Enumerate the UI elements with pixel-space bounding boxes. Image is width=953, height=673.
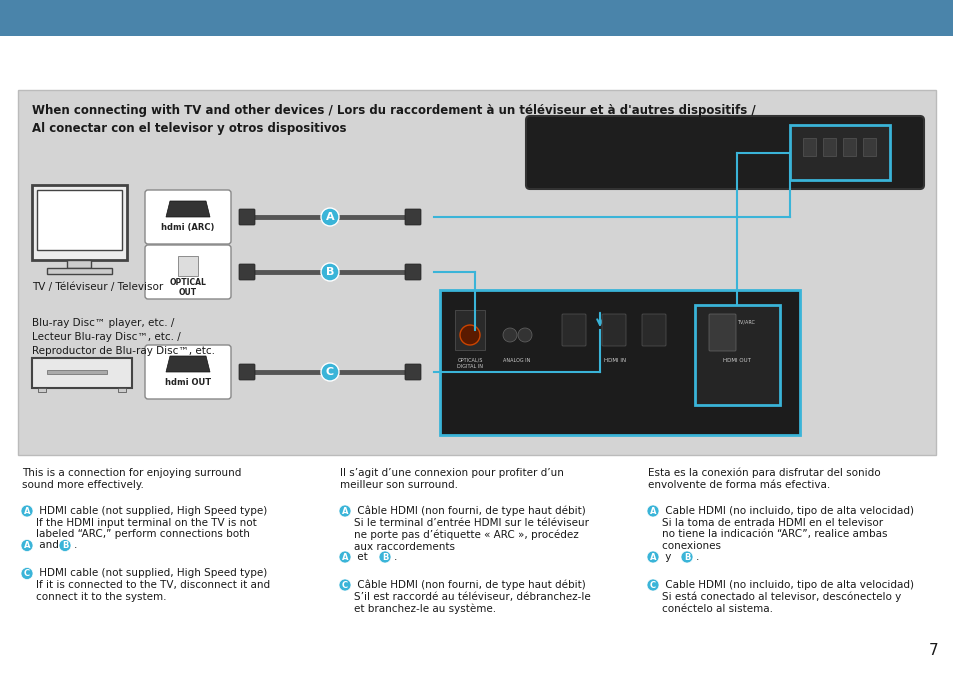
- Bar: [32, 358, 132, 388]
- Text: A: A: [341, 507, 348, 516]
- Text: y: y: [661, 552, 674, 562]
- Text: HDMI cable (not supplied, High Speed type)
If it is connected to the TV, disconn: HDMI cable (not supplied, High Speed typ…: [36, 569, 270, 602]
- Circle shape: [320, 363, 338, 381]
- Text: A: A: [24, 541, 30, 550]
- Text: .: .: [696, 552, 699, 562]
- Text: B: B: [381, 553, 388, 561]
- FancyBboxPatch shape: [405, 364, 420, 380]
- Bar: [789, 125, 889, 180]
- Text: C: C: [341, 581, 348, 590]
- Text: Câble HDMI (non fourni, de type haut débit)
S’il est raccordé au téléviseur, déb: Câble HDMI (non fourni, de type haut déb…: [354, 580, 590, 614]
- Text: C: C: [24, 569, 30, 578]
- FancyBboxPatch shape: [601, 314, 625, 346]
- Circle shape: [459, 325, 479, 345]
- Bar: [37, 190, 122, 250]
- FancyBboxPatch shape: [708, 314, 735, 351]
- Text: Câble HDMI (non fourni, de type haut débit)
Si le terminal d’entrée HDMI sur le : Câble HDMI (non fourni, de type haut déb…: [354, 506, 588, 552]
- Text: TV/ARC: TV/ARC: [737, 320, 754, 325]
- FancyBboxPatch shape: [239, 264, 254, 280]
- Text: and: and: [36, 540, 62, 551]
- FancyBboxPatch shape: [525, 116, 923, 189]
- Bar: [118, 388, 126, 392]
- Text: Reproductor de Blu-ray Disc™, etc.: Reproductor de Blu-ray Disc™, etc.: [32, 346, 214, 356]
- Bar: [18, 90, 935, 455]
- Bar: [842, 138, 855, 156]
- Text: 7: 7: [927, 643, 937, 658]
- Text: A: A: [325, 212, 334, 222]
- Bar: [67, 260, 91, 268]
- Circle shape: [646, 505, 659, 517]
- Text: ANALOG IN: ANALOG IN: [503, 358, 530, 363]
- Text: This is a connection for enjoying surround
sound more effectively.: This is a connection for enjoying surrou…: [22, 468, 241, 489]
- Bar: [0, 0, 953, 36]
- FancyBboxPatch shape: [145, 345, 231, 399]
- Text: HDMI IN: HDMI IN: [603, 358, 625, 363]
- Bar: [32, 185, 127, 260]
- Text: Il s’agit d’une connexion pour profiter d’un
meilleur son surround.: Il s’agit d’une connexion pour profiter …: [339, 468, 563, 489]
- Circle shape: [680, 551, 692, 563]
- Text: B: B: [62, 541, 68, 550]
- Circle shape: [338, 551, 351, 563]
- FancyBboxPatch shape: [641, 314, 665, 346]
- Text: C: C: [326, 367, 334, 377]
- Bar: [439, 290, 800, 435]
- Circle shape: [21, 505, 33, 517]
- Text: A: A: [24, 507, 30, 516]
- Text: B: B: [326, 267, 334, 277]
- Circle shape: [378, 551, 391, 563]
- Circle shape: [646, 579, 659, 591]
- Text: .: .: [394, 552, 397, 562]
- Text: .: .: [74, 540, 77, 551]
- Circle shape: [646, 551, 659, 563]
- Circle shape: [59, 540, 71, 551]
- FancyBboxPatch shape: [239, 209, 254, 225]
- Bar: [862, 138, 875, 156]
- Text: A: A: [649, 553, 656, 561]
- Text: OPTICAL/S
DIGITAL IN: OPTICAL/S DIGITAL IN: [456, 358, 482, 369]
- Text: hdmi OUT: hdmi OUT: [165, 378, 211, 387]
- Text: OPTICAL
OUT: OPTICAL OUT: [170, 278, 206, 297]
- FancyBboxPatch shape: [239, 364, 254, 380]
- Bar: [47, 370, 107, 374]
- Bar: [695, 305, 780, 405]
- Polygon shape: [166, 356, 210, 372]
- Circle shape: [338, 579, 351, 591]
- Bar: [822, 138, 835, 156]
- Text: A: A: [341, 553, 348, 561]
- Text: When connecting with TV and other devices / Lors du raccordement à un téléviseur: When connecting with TV and other device…: [32, 104, 755, 117]
- Bar: [47, 268, 112, 274]
- Text: Cable HDMI (no incluido, tipo de alta velocidad)
Si la toma de entrada HDMI en e: Cable HDMI (no incluido, tipo de alta ve…: [661, 506, 913, 551]
- Bar: [178, 256, 198, 276]
- Text: HDMI OUT: HDMI OUT: [722, 358, 750, 363]
- Text: Esta es la conexión para disfrutar del sonido
envolvente de forma más efectiva.: Esta es la conexión para disfrutar del s…: [647, 468, 880, 490]
- Circle shape: [320, 208, 338, 226]
- Text: A: A: [649, 507, 656, 516]
- Bar: [802, 138, 815, 156]
- Circle shape: [21, 540, 33, 551]
- Bar: [455, 310, 484, 350]
- FancyBboxPatch shape: [145, 190, 231, 244]
- Text: TV / Téléviseur / Televisor: TV / Téléviseur / Televisor: [32, 282, 163, 292]
- Text: Cable HDMI (no incluido, tipo de alta velocidad)
Si está conectado al televisor,: Cable HDMI (no incluido, tipo de alta ve…: [661, 580, 913, 614]
- Text: Lecteur Blu-ray Disc™, etc. /: Lecteur Blu-ray Disc™, etc. /: [32, 332, 180, 342]
- Text: Blu-ray Disc™ player, etc. /: Blu-ray Disc™ player, etc. /: [32, 318, 174, 328]
- Circle shape: [320, 263, 338, 281]
- Text: HDMI cable (not supplied, High Speed type)
If the HDMI input terminal on the TV : HDMI cable (not supplied, High Speed typ…: [36, 506, 267, 539]
- Circle shape: [517, 328, 532, 342]
- Circle shape: [21, 567, 33, 579]
- Bar: [38, 388, 46, 392]
- FancyBboxPatch shape: [561, 314, 585, 346]
- Polygon shape: [166, 201, 210, 217]
- FancyBboxPatch shape: [405, 209, 420, 225]
- Circle shape: [502, 328, 517, 342]
- FancyBboxPatch shape: [145, 245, 231, 299]
- Text: hdmi (ARC): hdmi (ARC): [161, 223, 214, 232]
- Circle shape: [338, 505, 351, 517]
- Text: Al conectar con el televisor y otros dispositivos: Al conectar con el televisor y otros dis…: [32, 122, 346, 135]
- Text: et: et: [354, 552, 371, 562]
- FancyBboxPatch shape: [405, 264, 420, 280]
- Text: C: C: [649, 581, 656, 590]
- Text: B: B: [683, 553, 689, 561]
